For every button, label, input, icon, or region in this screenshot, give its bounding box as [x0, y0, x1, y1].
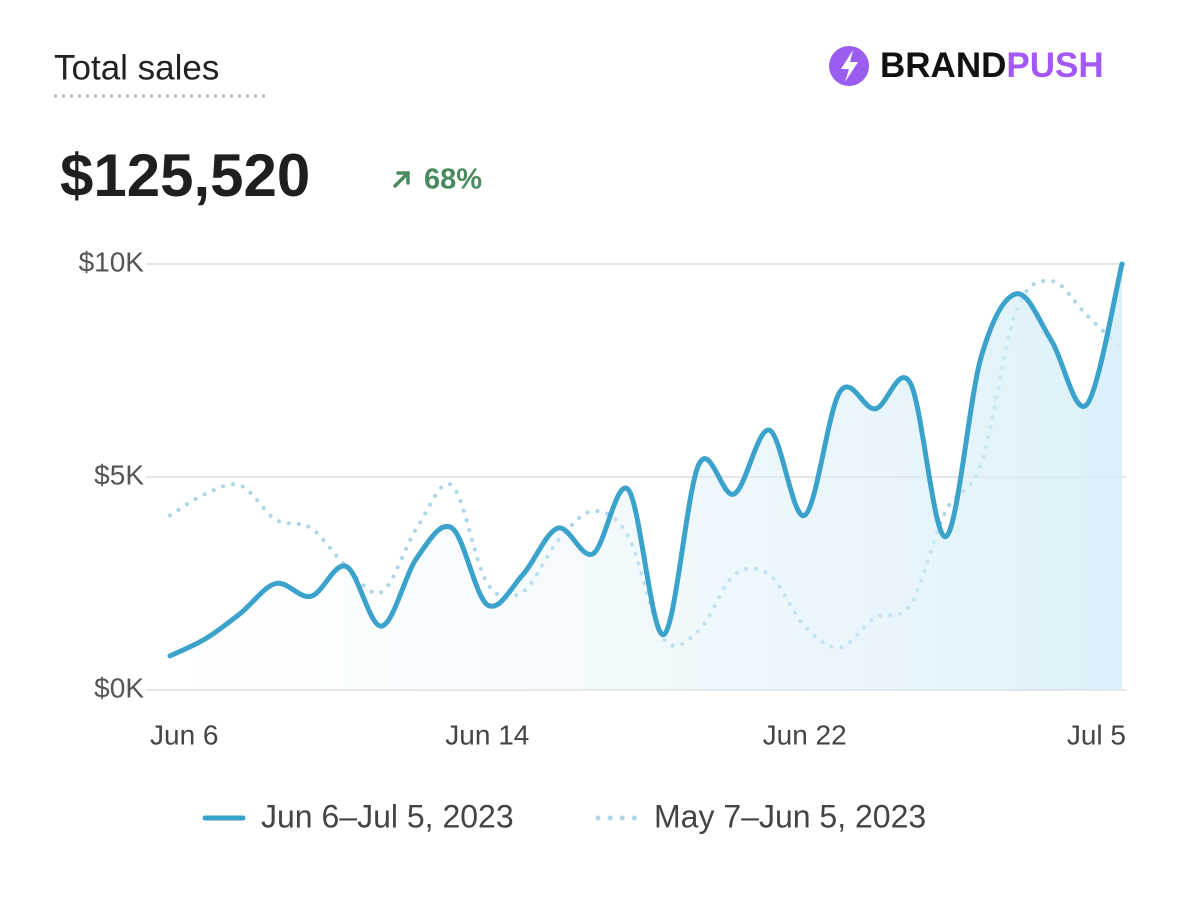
card-title: Total sales: [54, 48, 219, 87]
change-arrow: [393, 171, 410, 188]
brand-logo: [829, 46, 869, 86]
total-value: $125,520: [60, 142, 310, 209]
legend-label: May 7–Jun 5, 2023: [654, 798, 926, 834]
x-tick-label: Jun 6: [150, 719, 219, 750]
brand-accent: PUSH: [1006, 46, 1103, 85]
y-tick-label: $10K: [79, 246, 145, 277]
brand-primary: BRAND: [880, 46, 1006, 85]
x-tick-label: Jul 5: [1067, 719, 1126, 750]
series-line: [167, 261, 1125, 659]
area: [170, 264, 1122, 690]
change-value: 68%: [424, 164, 482, 196]
x-tick-label: Jun 14: [445, 719, 529, 750]
brand-name: BRANDPUSH: [880, 46, 1104, 85]
y-tick-label: $5K: [94, 459, 144, 490]
plot: $0K $5K $10K Jun 6 Jun 14 Jun 22 Jul 5 Jun 6–Ju…: [79, 246, 1126, 834]
y-tick-label: $0K: [94, 672, 144, 703]
legend-label: Jun 6–Jul 5, 2023: [261, 798, 514, 834]
x-tick-label: Jun 22: [763, 719, 847, 750]
